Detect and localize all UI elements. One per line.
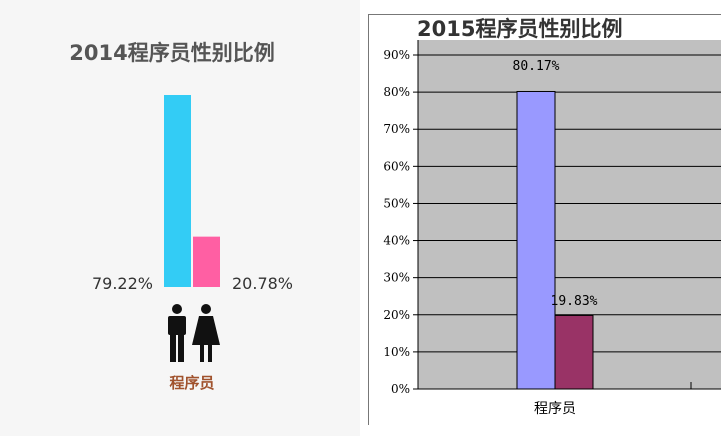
chart-2015-female-value-label: 19.83% xyxy=(551,294,598,309)
chart-2015-panel: 0% 10% 20% 30% 40% 50% 60% 70% 80% 90% 80.17% 19.… xyxy=(368,14,721,425)
male-icon xyxy=(168,304,186,362)
chart-2015-title: 2015程序员性别比例 xyxy=(417,17,622,41)
chart-2015-male-bar xyxy=(516,90,556,390)
chart-2014-female-bar xyxy=(193,236,220,287)
chart-2015-male-value-label: 80.17% xyxy=(513,59,560,74)
chart-2014-male-bar xyxy=(164,95,191,287)
chart-2015-y-tick-label: 30% xyxy=(383,271,410,285)
chart-2015-y-tick-label: 50% xyxy=(383,196,410,210)
chart-2015-y-tick-label: 40% xyxy=(383,234,410,248)
chart-2015-y-tick-label: 70% xyxy=(383,122,410,136)
chart-2015-y-tick-label: 0% xyxy=(391,382,410,396)
chart-2015-y-tick-label: 20% xyxy=(383,308,410,322)
chart-2014-male-value-label: 79.22% xyxy=(92,274,153,293)
chart-2015-female-bar xyxy=(554,314,594,390)
chart-2014-female-value-label: 20.78% xyxy=(232,274,293,293)
chart-2015-y-tick-label: 90% xyxy=(383,48,410,62)
chart-2015-y-tick-label: 10% xyxy=(383,345,410,359)
female-icon xyxy=(192,304,220,362)
chart-2014-panel: 2014程序员性别比例 79.22% 20.78% 程序员 xyxy=(0,0,360,436)
chart-2014: 2014程序员性别比例 79.22% 20.78% 程序员 xyxy=(69,41,293,392)
chart-2015-y-tick-label: 80% xyxy=(383,85,410,99)
chart-2015-category-label: 程序员 xyxy=(534,401,576,417)
chart-2014-category-label: 程序员 xyxy=(169,374,214,392)
chart-2015-y-tick-label: 60% xyxy=(383,159,410,173)
chart-2014-title: 2014程序员性别比例 xyxy=(69,41,274,65)
chart-2015: 0% 10% 20% 30% 40% 50% 60% 70% 80% 90% 80.17% 19.… xyxy=(383,17,721,417)
